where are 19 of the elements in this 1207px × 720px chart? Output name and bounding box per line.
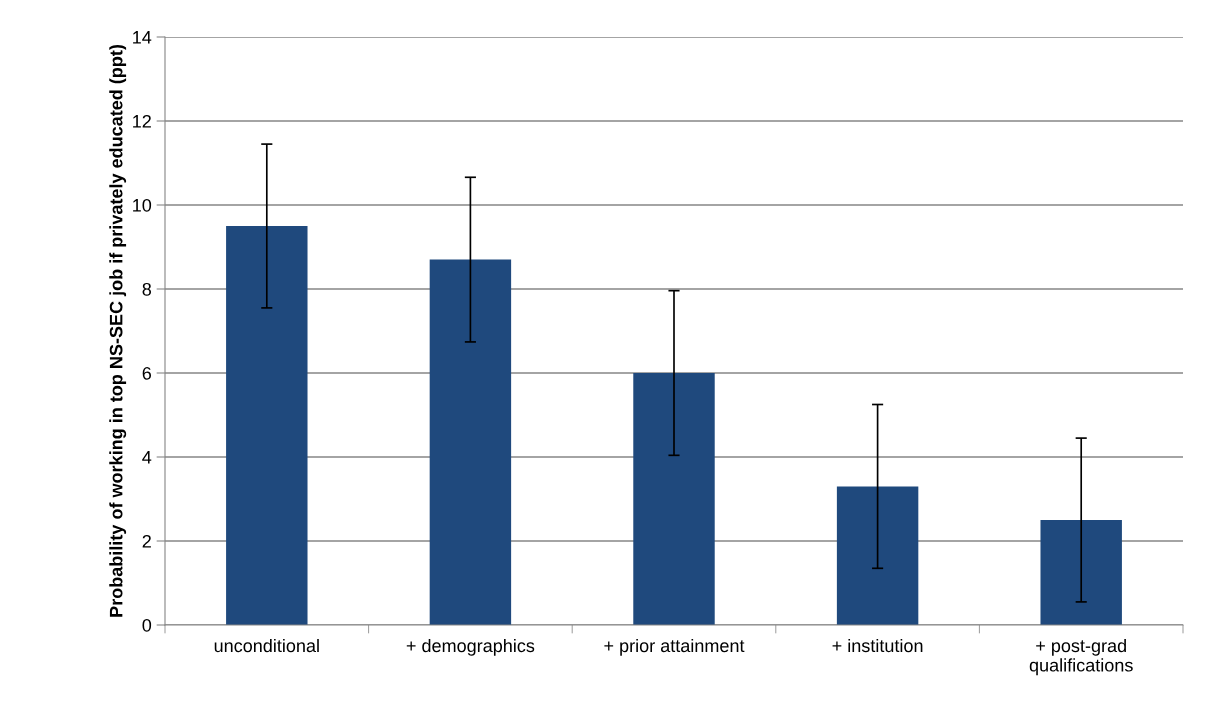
x-tick-label: + institution (832, 638, 923, 653)
bar (226, 226, 308, 625)
y-tick-label: 6 (142, 366, 152, 380)
bar (836, 486, 919, 625)
y-tick-label: 14 (133, 31, 152, 44)
bar (1040, 520, 1122, 625)
y-axis-title: Probability of working in top NS-SEC job if privately educated (ppt) (109, 44, 127, 617)
y-tick-label: 8 (142, 282, 152, 296)
y-tick-label: 2 (142, 534, 151, 548)
y-tick-label: 4 (142, 451, 152, 464)
x-tick-label: unconditional (214, 638, 319, 653)
bar (429, 259, 512, 625)
y-tick-label: 0 (142, 618, 152, 632)
bar (633, 373, 715, 625)
y-tick-label: 12 (133, 114, 151, 128)
x-tick-label: + post-grad qualifications (1029, 638, 1133, 676)
y-tick-label: 10 (133, 198, 152, 212)
x-tick-label: + prior attainment (604, 638, 745, 656)
x-tick-label: + demographics (406, 638, 535, 656)
